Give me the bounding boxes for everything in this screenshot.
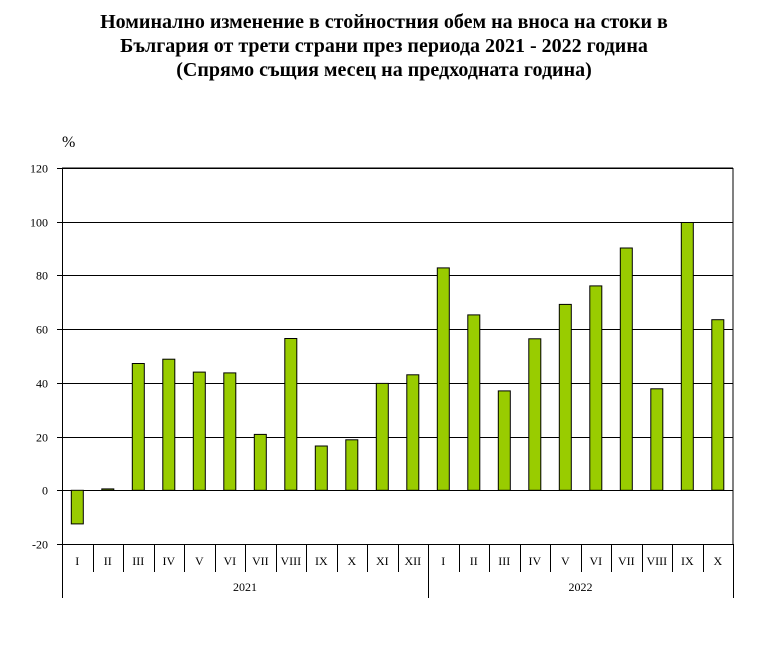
bar [619, 247, 633, 491]
year-group-labels: 2021 2022 [233, 580, 593, 594]
bar [528, 338, 542, 491]
x-tick-label: III [132, 554, 144, 568]
x-tick-label: X [347, 554, 356, 568]
x-tick-label: VI [223, 554, 236, 568]
y-tick-label: -20 [32, 538, 48, 552]
x-tick-label: V [561, 554, 570, 568]
year-group-label: 2022 [569, 580, 593, 594]
bar [314, 445, 328, 491]
chart-title-line-1: Номинално изменение в стойностния обем н… [100, 11, 668, 33]
chart-title-line-3: (Спрямо същия месец на предходната годин… [176, 59, 592, 81]
bar [589, 285, 603, 491]
bar [131, 363, 145, 491]
bar [192, 371, 206, 491]
bar [406, 374, 420, 491]
bar [345, 439, 359, 491]
y-tick-labels: -20 0 20 40 60 80 100 120 [30, 162, 48, 552]
x-tick-labels: I II III IV V VI VII VIII IX X XI XII I II III IV V VI VII… [75, 554, 722, 568]
y-tick-label: 0 [42, 484, 48, 498]
bar [70, 489, 84, 525]
bar [680, 222, 694, 491]
axes [57, 167, 734, 598]
bar [467, 314, 481, 491]
x-tick-label: IX [681, 554, 694, 568]
bar [162, 358, 176, 491]
bars [70, 222, 725, 525]
x-tick-label: I [441, 554, 445, 568]
x-tick-label: VI [589, 554, 602, 568]
x-tick-label: II [470, 554, 478, 568]
x-tick-label: I [75, 554, 79, 568]
bar [223, 372, 237, 491]
bar [253, 433, 267, 491]
x-tick-label: V [195, 554, 204, 568]
x-tick-label: VIII [280, 554, 301, 568]
y-axis-unit-label: % [62, 134, 75, 151]
bar [650, 388, 664, 491]
bar [497, 390, 511, 491]
bar [558, 303, 572, 491]
x-tick-label: VII [618, 554, 635, 568]
x-tick-label: III [498, 554, 510, 568]
y-tick-label: 20 [36, 431, 48, 445]
x-tick-label: VII [252, 554, 269, 568]
y-tick-label: 100 [30, 216, 48, 230]
bar [375, 382, 389, 491]
x-tick-label: XI [376, 554, 389, 568]
year-group-label: 2021 [233, 580, 257, 594]
y-tick-label: 60 [36, 323, 48, 337]
bar [436, 267, 450, 491]
chart-title-line-2: България от трети страни през периода 20… [120, 35, 648, 57]
y-tick-label: 80 [36, 269, 48, 283]
x-tick-label: X [713, 554, 722, 568]
bar [284, 338, 298, 491]
x-tick-label: IV [162, 554, 175, 568]
bar [101, 488, 115, 491]
x-tick-label: VIII [646, 554, 667, 568]
x-tick-label: II [104, 554, 112, 568]
x-tick-label: IX [315, 554, 328, 568]
x-tick-label: XII [404, 554, 421, 568]
x-tick-label: IV [528, 554, 541, 568]
chart-title: Номинално изменение в стойностния обем н… [0, 10, 768, 82]
y-tick-label: 120 [30, 162, 48, 176]
y-tick-label: 40 [36, 377, 48, 391]
bar [711, 319, 725, 491]
